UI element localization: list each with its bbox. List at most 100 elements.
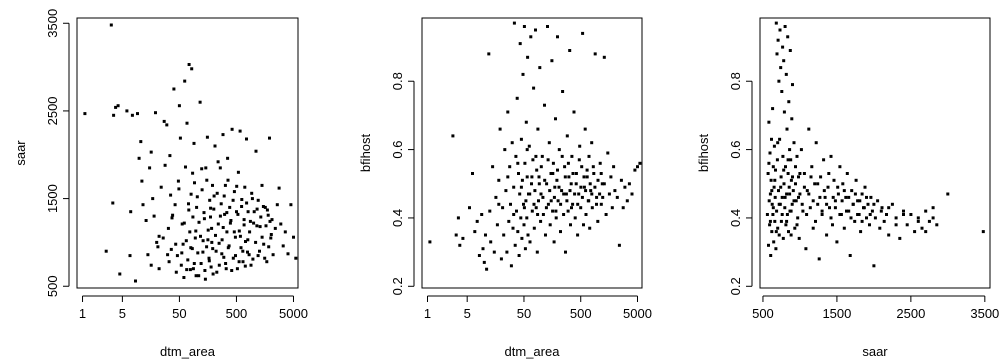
data-point: [816, 202, 820, 206]
data-point: [787, 230, 790, 234]
data-point: [880, 206, 884, 210]
data-point: [796, 216, 800, 220]
data-point: [224, 267, 228, 271]
data-point: [495, 223, 499, 227]
data-point: [151, 197, 155, 201]
data-point: [576, 202, 580, 206]
data-point: [456, 216, 460, 220]
data-point: [870, 209, 874, 213]
data-point: [554, 216, 558, 220]
data-point: [931, 206, 935, 210]
data-point: [566, 209, 570, 213]
data-point: [265, 208, 269, 212]
data-point: [772, 185, 776, 189]
data-point: [778, 28, 782, 32]
data-point: [587, 199, 591, 203]
data-point: [242, 223, 246, 227]
data-point: [584, 213, 588, 216]
data-point: [789, 209, 793, 213]
data-point: [814, 141, 818, 145]
data-point: [168, 154, 172, 158]
data-point: [788, 192, 792, 196]
data-point: [811, 226, 815, 230]
data-point: [559, 230, 562, 234]
data-point: [199, 234, 202, 238]
data-point: [184, 165, 187, 169]
data-point: [773, 178, 777, 182]
data-point: [781, 236, 785, 240]
data-point: [827, 172, 831, 175]
data-point: [539, 219, 543, 223]
data-point: [580, 195, 584, 199]
data-point: [509, 202, 512, 206]
data-point: [231, 198, 235, 202]
data-point: [248, 219, 252, 223]
data-point: [799, 148, 803, 152]
data-point: [797, 175, 800, 179]
data-point: [187, 63, 191, 66]
data-point: [111, 201, 115, 205]
data-point: [182, 221, 186, 225]
data-point: [554, 117, 557, 121]
data-point: [146, 253, 150, 257]
data-point: [199, 262, 203, 265]
data-point: [224, 262, 228, 265]
data-point: [515, 96, 519, 100]
data-point: [221, 226, 225, 229]
data-point: [822, 189, 826, 193]
data-point: [517, 254, 521, 257]
data-point: [268, 136, 271, 140]
data-point: [777, 189, 780, 193]
data-point: [627, 182, 631, 186]
data-point: [773, 219, 777, 223]
data-point: [771, 213, 775, 216]
data-point: [850, 189, 854, 193]
data-point: [590, 141, 594, 145]
data-point: [240, 205, 244, 208]
data-point: [539, 192, 543, 196]
data-point: [593, 185, 597, 189]
data-point: [237, 260, 241, 264]
data-point: [902, 213, 905, 216]
data-point: [600, 182, 604, 186]
data-point: [524, 199, 528, 203]
data-point: [820, 209, 824, 213]
data-point: [927, 219, 931, 223]
x-tick-label: 1: [424, 306, 431, 321]
data-point: [802, 172, 806, 175]
data-point: [155, 240, 159, 244]
data-point: [529, 35, 533, 39]
data-point: [454, 233, 458, 237]
data-point: [210, 240, 214, 244]
data-point: [518, 192, 522, 196]
data-point: [537, 199, 540, 203]
data-point: [557, 185, 561, 189]
data-point: [534, 154, 538, 158]
data-point: [222, 255, 226, 259]
data-point: [468, 206, 471, 210]
data-point: [777, 233, 781, 237]
data-point: [226, 156, 230, 160]
data-point: [831, 195, 835, 199]
data-point: [538, 66, 542, 70]
data-point: [248, 230, 252, 234]
data-point: [526, 55, 530, 59]
x-tick-label: 1500: [822, 306, 851, 321]
data-point: [206, 228, 210, 232]
data-point: [820, 213, 824, 216]
data-point: [166, 253, 170, 257]
data-point: [780, 213, 784, 216]
data-point: [237, 229, 241, 233]
data-point: [609, 175, 613, 179]
data-point: [805, 213, 809, 216]
data-point: [841, 182, 845, 186]
data-point: [595, 202, 598, 206]
data-point: [125, 109, 129, 113]
data-point: [265, 260, 269, 264]
data-point: [294, 256, 298, 260]
data-point: [829, 216, 833, 220]
data-point: [825, 233, 829, 237]
data-point: [567, 175, 571, 179]
y-tick-label: 0.2: [390, 277, 405, 295]
data-point: [250, 197, 254, 201]
